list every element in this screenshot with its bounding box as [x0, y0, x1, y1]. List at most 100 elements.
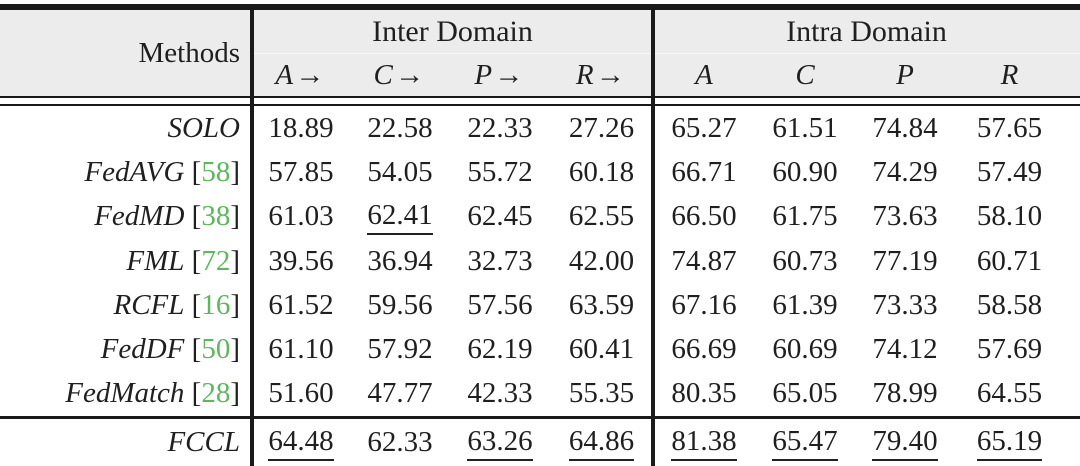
value-cell: 57.69 — [955, 327, 1080, 371]
cell-value: 74.29 — [872, 155, 938, 188]
value-cell: 77.19 — [855, 239, 955, 283]
col-header-c-arrow: C→ — [373, 58, 427, 91]
value-cell: 74.84 — [855, 106, 955, 150]
table-row-fccl: FCCL 64.48 62.33 63.26 64.86 81.38 65.47… — [0, 419, 1080, 466]
value-cell: 61.10 — [252, 327, 350, 371]
citation-number[interactable]: 50 — [201, 333, 231, 366]
method-cell: RCFL [16] — [0, 283, 252, 327]
cell-value: 61.39 — [772, 288, 838, 321]
cell-value: 65.19 — [976, 425, 1043, 461]
vertical-divider-methods — [250, 4, 254, 466]
cell-value: 66.71 — [671, 155, 737, 188]
method-cell: FedMD [38] — [0, 195, 252, 239]
value-cell: 54.05 — [350, 150, 450, 194]
group-header-intra-domain: Intra Domain — [653, 10, 1080, 54]
value-cell: 66.50 — [653, 195, 755, 239]
value-cell: 64.86 — [550, 419, 653, 466]
cell-value: 60.71 — [976, 244, 1043, 277]
value-cell: 59.56 — [350, 283, 450, 327]
col-header-r: R — [1000, 58, 1019, 91]
cite-bracket: ] — [230, 333, 240, 366]
method-name: FedMD — [94, 200, 185, 233]
cell-value: 73.33 — [872, 288, 938, 321]
cell-value: 57.85 — [268, 155, 334, 188]
method-name: FedDF — [100, 333, 185, 366]
value-cell: 60.73 — [755, 239, 855, 283]
value-cell: 78.99 — [855, 372, 955, 416]
value-cell: 60.18 — [550, 150, 653, 194]
method-cell: FedAVG [58] — [0, 150, 252, 194]
citation-number[interactable]: 72 — [201, 244, 231, 277]
double-rule — [0, 96, 1080, 106]
table-row-fedmatch: FedMatch [28] 51.60 47.77 42.33 55.35 80… — [0, 372, 1080, 416]
table-body: SOLO 18.89 22.58 22.33 27.26 65.27 61.51… — [0, 106, 1080, 416]
cell-value: 64.55 — [976, 377, 1043, 410]
value-cell: 73.63 — [855, 195, 955, 239]
method-name: FML — [126, 244, 185, 277]
value-cell: 74.29 — [855, 150, 955, 194]
cite-bracket: ] — [230, 288, 240, 321]
citation-number[interactable]: 28 — [201, 377, 231, 410]
value-cell: 39.56 — [252, 239, 350, 283]
citation-number[interactable]: 16 — [201, 288, 231, 321]
value-cell: 74.12 — [855, 327, 955, 371]
value-cell: 81.38 — [653, 419, 755, 466]
citation-number[interactable]: 58 — [201, 155, 231, 188]
cell-value: 57.92 — [367, 333, 433, 366]
cell-value: 63.59 — [568, 288, 635, 321]
cell-value: 63.26 — [467, 425, 533, 461]
value-cell: 58.58 — [955, 283, 1080, 327]
cite-bracket: [ — [184, 377, 202, 410]
cell-value: 59.56 — [367, 288, 433, 321]
value-cell: 62.45 — [450, 195, 550, 239]
method-name: RCFL — [113, 288, 185, 321]
value-cell: 64.55 — [955, 372, 1080, 416]
cell-value: 62.19 — [467, 333, 533, 366]
col-header-a-arrow: A→ — [275, 58, 327, 91]
table-row-fml: FML [72] 39.56 36.94 32.73 42.00 74.87 6… — [0, 239, 1080, 283]
citation-number[interactable]: 38 — [201, 200, 231, 233]
table-row-fedmd: FedMD [38] 61.03 62.41 62.45 62.55 66.50… — [0, 195, 1080, 239]
cell-value: 78.99 — [872, 377, 938, 410]
cite-bracket: [ — [184, 244, 202, 277]
value-cell: 60.69 — [755, 327, 855, 371]
cell-value: 74.87 — [671, 244, 737, 277]
cell-value: 74.12 — [872, 333, 938, 366]
method-name: FedAVG — [84, 155, 185, 188]
method-name: FCCL — [167, 426, 240, 458]
cell-value: 36.94 — [367, 244, 433, 277]
cell-value: 39.56 — [268, 244, 334, 277]
cite-bracket: ] — [230, 155, 240, 188]
method-cell: FedDF [50] — [0, 327, 252, 371]
cell-value: 66.69 — [671, 333, 737, 366]
cell-value: 32.73 — [467, 244, 533, 277]
cell-value: 80.35 — [671, 377, 737, 410]
value-cell: 60.90 — [755, 150, 855, 194]
method-name: SOLO — [167, 111, 240, 144]
value-cell: 57.92 — [350, 327, 450, 371]
cell-value: 66.50 — [671, 200, 737, 233]
value-cell: 60.71 — [955, 239, 1080, 283]
cell-value: 22.58 — [367, 111, 433, 144]
value-cell: 63.26 — [450, 419, 550, 466]
value-cell: 65.27 — [653, 106, 755, 150]
cell-value: 61.51 — [772, 111, 838, 144]
methods-label: Methods — [138, 36, 241, 69]
method-cell: SOLO — [0, 106, 252, 150]
value-cell: 57.56 — [450, 283, 550, 327]
cell-value: 67.16 — [671, 288, 737, 321]
value-cell: 57.49 — [955, 150, 1080, 194]
value-cell: 27.26 — [550, 106, 653, 150]
cell-value: 62.45 — [467, 200, 533, 233]
table-header: Methods Inter Domain Intra Domain A→ C→ … — [0, 10, 1080, 96]
cell-value: 42.00 — [568, 244, 635, 277]
cell-value: 57.69 — [976, 333, 1043, 366]
method-cell: FCCL — [0, 419, 252, 466]
value-cell: 57.65 — [955, 106, 1080, 150]
cite-bracket: ] — [230, 377, 240, 410]
cell-value: 77.19 — [872, 244, 938, 277]
table-row-solo: SOLO 18.89 22.58 22.33 27.26 65.27 61.51… — [0, 106, 1080, 150]
single-rule — [0, 416, 1080, 419]
cell-value: 64.86 — [568, 425, 635, 461]
value-cell: 58.10 — [955, 195, 1080, 239]
